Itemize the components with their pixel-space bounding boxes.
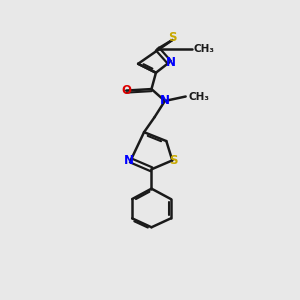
Text: N: N [160, 94, 170, 107]
Text: N: N [166, 56, 176, 69]
Text: S: S [168, 32, 176, 44]
Text: CH₃: CH₃ [188, 92, 209, 101]
Text: N: N [124, 154, 134, 167]
Text: O: O [121, 84, 131, 97]
Text: CH₃: CH₃ [194, 44, 215, 54]
Text: S: S [169, 154, 178, 167]
